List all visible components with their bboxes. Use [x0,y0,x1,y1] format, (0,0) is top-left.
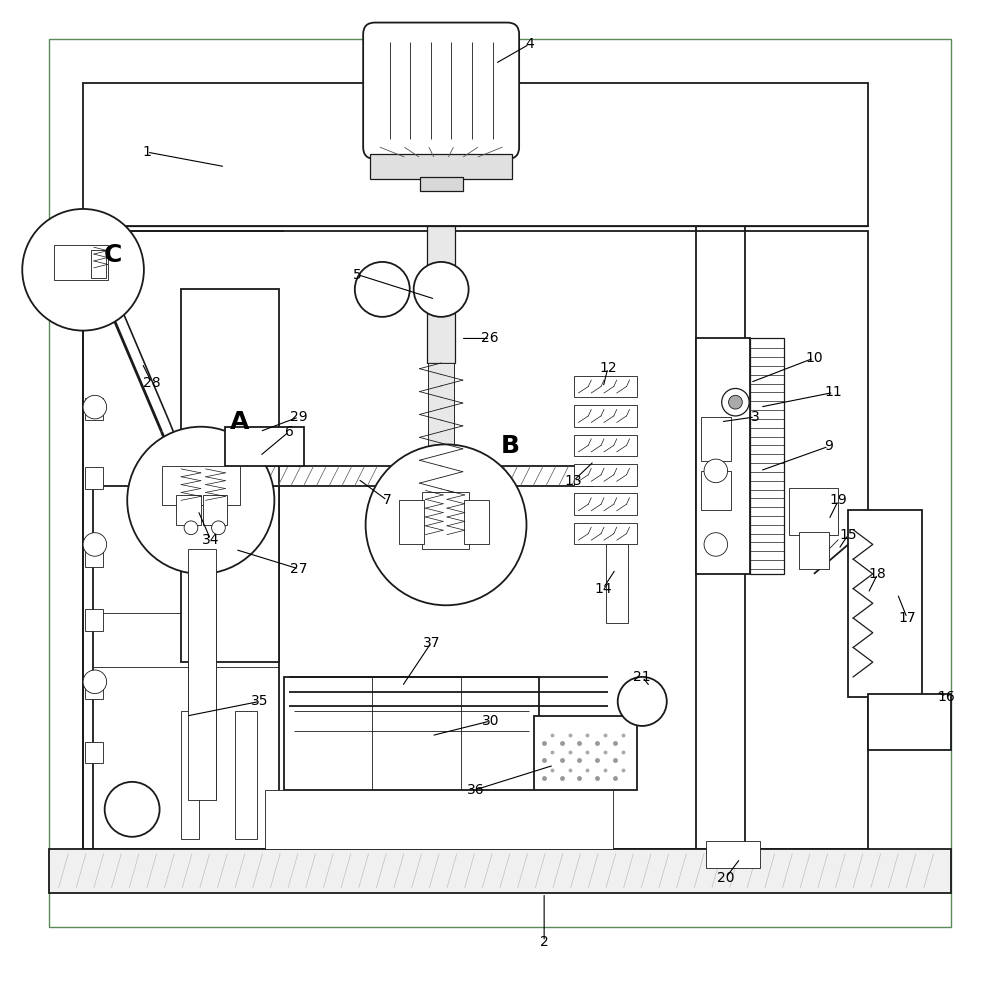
Bar [203,495,227,525]
Bar [85,742,103,763]
Text: 15: 15 [839,528,857,542]
Bar [85,545,103,567]
Bar [420,177,463,191]
FancyBboxPatch shape [363,23,519,159]
Text: 27: 27 [290,562,308,576]
Bar [265,790,613,849]
Bar [534,716,637,790]
Circle shape [704,533,728,556]
Text: 18: 18 [869,567,887,581]
Text: 29: 29 [290,410,308,424]
Circle shape [618,677,667,726]
Bar [428,363,454,490]
Text: 26: 26 [481,332,499,345]
Circle shape [212,521,225,535]
Text: 1: 1 [142,145,151,159]
Bar [176,495,201,525]
Bar [83,83,868,226]
Circle shape [105,782,160,837]
Bar [85,678,103,699]
Bar [54,245,108,280]
Text: 37: 37 [423,636,440,649]
Text: 11: 11 [825,386,842,399]
Text: 28: 28 [143,376,161,389]
Text: 35: 35 [251,695,268,708]
Bar [574,493,637,515]
Text: 3: 3 [751,410,759,424]
Text: 6: 6 [285,425,294,439]
Circle shape [127,427,274,574]
Bar [85,467,103,489]
Text: 2: 2 [540,935,549,949]
Bar [284,677,539,790]
Circle shape [184,521,198,535]
Bar [85,609,103,631]
Bar [701,417,731,461]
Circle shape [729,395,742,409]
Text: A: A [230,410,250,434]
Circle shape [83,670,107,694]
Text: 4: 4 [525,37,534,51]
Bar [370,154,512,179]
Bar [706,841,760,868]
Bar [93,486,279,849]
Text: 10: 10 [805,351,823,365]
Text: 9: 9 [824,439,833,453]
Bar [49,849,951,893]
Circle shape [355,262,410,317]
Bar [574,405,637,427]
Bar [701,471,731,510]
Bar [225,427,304,466]
Circle shape [83,395,107,419]
Bar [848,510,922,697]
Bar [181,289,279,662]
Bar [181,711,199,839]
Text: C: C [103,243,122,267]
Bar [574,523,637,544]
Text: 16: 16 [937,690,955,703]
Circle shape [722,388,749,416]
Text: 19: 19 [830,493,847,507]
Bar [574,464,637,486]
Text: 21: 21 [633,670,651,684]
Circle shape [414,262,469,317]
Circle shape [366,444,526,605]
Bar [750,338,784,574]
Circle shape [83,533,107,556]
Bar [83,231,868,849]
Circle shape [22,209,144,331]
Bar [464,500,489,544]
Text: B: B [500,435,519,458]
Bar [188,549,216,800]
Bar [422,492,469,549]
Text: 20: 20 [717,871,734,885]
Bar [696,338,750,574]
Bar [427,226,455,363]
Text: 13: 13 [565,474,582,488]
Bar [574,376,637,397]
Text: 12: 12 [599,361,617,375]
Bar [85,398,103,420]
Text: 5: 5 [353,268,362,282]
Text: 14: 14 [594,582,612,595]
Text: 30: 30 [481,714,499,728]
Text: 7: 7 [383,493,392,507]
Circle shape [704,459,728,483]
Bar [789,488,838,535]
Bar [868,694,951,750]
Bar [606,544,628,623]
Bar [799,532,829,569]
Bar [574,435,637,456]
Bar [91,250,106,278]
Text: 34: 34 [202,533,219,546]
Bar [399,500,424,544]
Text: 17: 17 [898,611,916,625]
Bar [235,711,257,839]
Bar [162,466,240,505]
Text: 36: 36 [467,783,484,797]
